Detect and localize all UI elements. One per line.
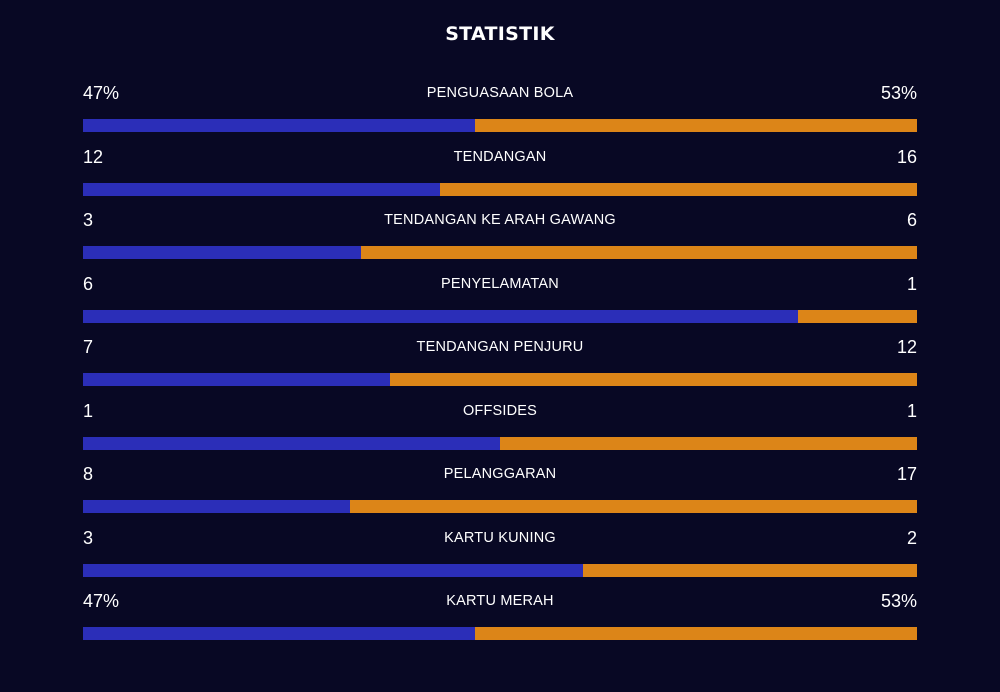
stat-label: OFFSIDES [462,402,538,419]
home-value: 47% [83,83,120,103]
stat-bar [83,309,917,323]
home-value: 12 [83,146,104,167]
away-value: 2 [906,527,917,548]
stat-bar [83,436,917,450]
away-bar-segment [474,119,917,132]
home-bar-segment [83,309,798,323]
away-value: 17 [896,464,917,484]
stat-bar [83,119,917,132]
away-bar-segment [440,182,917,196]
home-bar-segment [83,627,475,640]
stat-row: 12 TENDANGAN 16 [83,145,917,209]
stat-row: 8 PELANGGARAN 17 [83,462,917,526]
stat-row: 6 PENYELAMATAN 1 [83,272,917,336]
stat-label: KARTU MERAH [446,593,554,609]
home-value: 3 [83,210,94,230]
home-value: 6 [83,273,94,294]
home-bar-segment [83,436,500,450]
stat-row: 7 TENDANGAN PENJURU 12 [83,335,917,399]
stat-row: 3 TENDANGAN KE ARAH GAWANG 6 [83,208,917,272]
away-value: 16 [896,146,917,167]
home-bar-segment [83,500,350,513]
home-value: 3 [83,527,94,548]
home-value: 1 [83,400,94,421]
stat-bar [83,627,917,640]
stat-bar [83,500,917,513]
away-bar-segment [349,500,917,513]
stat-label: TENDANGAN [453,148,547,165]
stat-row: 3 KARTU KUNING 2 [83,526,917,590]
stat-label: TENDANGAN PENJURU [416,339,584,355]
home-bar-segment [83,563,584,577]
stat-row: 47% PENGUASAAN BOLA 53% [83,81,917,145]
away-value: 1 [906,400,917,421]
home-bar-segment [83,119,475,132]
away-bar-segment [583,563,917,577]
stat-label: KARTU KUNING [444,529,556,546]
home-bar-segment [83,373,391,386]
stat-label: PELANGGARAN [443,466,557,482]
stat-bar [83,246,917,259]
stat-label: PENYELAMATAN [441,275,559,292]
away-bar-segment [797,309,917,323]
away-value: 53% [880,591,917,611]
away-value: 6 [906,210,917,230]
home-bar-segment [83,182,441,196]
away-bar-segment [474,627,917,640]
away-value: 12 [896,337,917,357]
stat-row: 47% KARTU MERAH 53% [83,589,917,653]
away-value: 1 [906,273,917,294]
away-bar-segment [390,373,917,386]
home-value: 47% [83,591,120,611]
stat-label: PENGUASAAN BOLA [426,85,574,101]
stat-label: TENDANGAN KE ARAH GAWANG [384,212,616,228]
away-bar-segment [360,246,917,259]
home-value: 8 [83,464,94,484]
stat-bar [83,182,917,196]
stat-bar [83,373,917,386]
away-value: 53% [880,83,917,103]
stats-list: 47% PENGUASAAN BOLA 53% 12 TENDANGAN 16 … [83,81,917,653]
stat-bar [83,563,917,577]
page-title: STATISTIK [445,23,555,45]
home-bar-segment [83,246,361,259]
stat-row: 1 OFFSIDES 1 [83,399,917,463]
away-bar-segment [500,436,917,450]
home-value: 7 [83,337,94,357]
